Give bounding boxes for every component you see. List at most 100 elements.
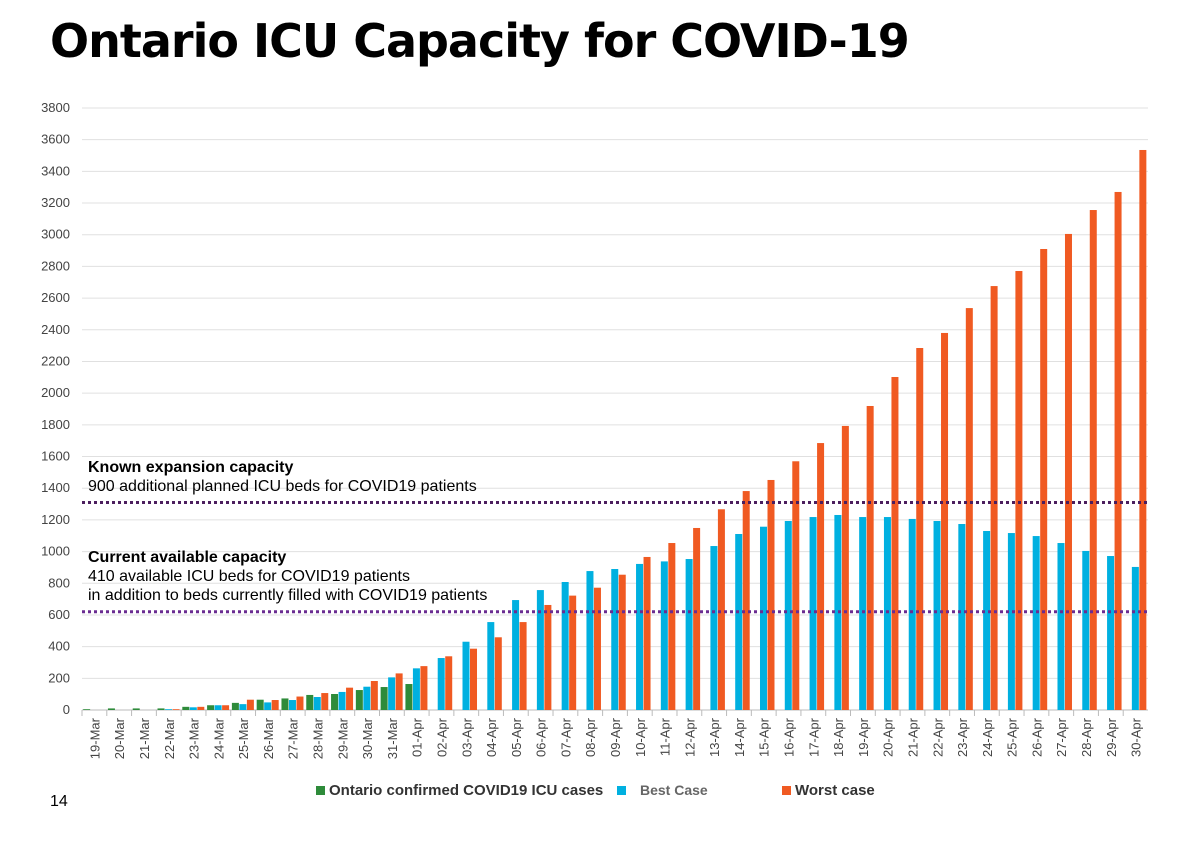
y-tick-label: 3000: [41, 227, 70, 242]
x-tick-label: 03-Apr: [459, 717, 474, 757]
bar-best: [264, 702, 272, 710]
bar-worst: [222, 705, 230, 710]
y-tick-label: 3600: [41, 132, 70, 147]
x-tick-label: 27-Apr: [1054, 717, 1069, 757]
bar-best: [288, 700, 296, 710]
bar-worst: [569, 595, 577, 710]
bar-worst: [941, 332, 949, 710]
bar-confirmed: [380, 687, 388, 710]
bar-confirmed: [306, 694, 314, 710]
bar-worst: [916, 348, 924, 710]
bar-worst: [866, 405, 874, 710]
bar-worst: [990, 286, 998, 710]
bar-best: [908, 518, 916, 710]
bar-best: [487, 622, 495, 710]
x-tick-label: 19-Apr: [856, 717, 871, 757]
x-tick-label: 31-Mar: [385, 717, 400, 759]
bar-best: [412, 668, 420, 710]
y-tick-label: 1600: [41, 449, 70, 464]
bar-best: [735, 533, 743, 710]
x-tick-label: 17-Apr: [806, 717, 821, 757]
x-tick-label: 13-Apr: [707, 717, 722, 757]
y-tick-label: 600: [48, 607, 70, 622]
bar-best: [437, 658, 445, 710]
expansion-label: 900 additional planned ICU beds for COVI…: [88, 478, 477, 495]
bar-worst: [395, 673, 403, 710]
expansion-annotation: Known expansion capacity 900 additional …: [88, 458, 477, 496]
bar-best: [586, 571, 594, 710]
bar-confirmed: [132, 708, 140, 710]
legend-worst: Worst case: [782, 782, 875, 799]
bar-worst: [792, 461, 800, 710]
bar-worst: [965, 308, 973, 710]
bar-best: [958, 524, 966, 710]
page-number: 14: [50, 793, 68, 810]
bar-worst: [742, 491, 750, 710]
bar-best: [660, 561, 668, 710]
bar-worst: [891, 376, 899, 710]
x-tick-label: 25-Apr: [1005, 717, 1020, 757]
bar-confirmed: [207, 705, 215, 710]
bar-best: [1057, 543, 1065, 710]
x-tick-label: 21-Mar: [137, 717, 152, 759]
bar-worst: [445, 656, 453, 710]
x-tick-label: 19-Mar: [87, 717, 102, 759]
legend-confirmed: Ontario confirmed COVID19 ICU cases: [316, 782, 603, 799]
y-tick-label: 2000: [41, 385, 70, 400]
bar-worst: [1040, 248, 1048, 710]
y-tick-label: 2800: [41, 258, 70, 273]
x-tick-label: 24-Apr: [980, 717, 995, 757]
x-tick-label: 06-Apr: [534, 717, 549, 757]
bar-worst: [494, 637, 502, 710]
bar-worst: [197, 706, 205, 710]
bar-worst: [693, 527, 701, 710]
x-tick-label: 26-Mar: [261, 717, 276, 759]
bar-confirmed: [331, 693, 339, 710]
y-tick-label: 2600: [41, 290, 70, 305]
bar-worst: [1089, 210, 1097, 710]
current-label-bold: Current available capacity: [88, 549, 287, 566]
x-tick-label: 30-Mar: [360, 717, 375, 759]
bar-best: [388, 677, 396, 710]
bar-best: [983, 530, 991, 710]
bar-worst: [717, 509, 725, 710]
x-tick-label: 02-Apr: [434, 717, 449, 757]
bar-worst: [618, 574, 626, 710]
bar-best: [363, 686, 371, 710]
x-tick-label: 23-Apr: [955, 717, 970, 757]
bar-worst: [1114, 191, 1122, 711]
y-tick-label: 1800: [41, 417, 70, 432]
y-tick-label: 400: [48, 639, 70, 654]
bar-confirmed: [157, 708, 165, 710]
page-title: Ontario ICU Capacity for COVID-19: [50, 14, 910, 68]
x-tick-label: 23-Mar: [187, 717, 202, 759]
bar-best: [165, 709, 173, 710]
x-tick-label: 20-Mar: [112, 717, 127, 759]
x-tick-label: 01-Apr: [410, 717, 425, 757]
x-tick-label: 29-Mar: [335, 717, 350, 759]
bar-worst: [817, 443, 825, 710]
bar-best: [561, 581, 569, 710]
bar-best: [1107, 556, 1115, 710]
x-tick-label: 25-Mar: [236, 717, 251, 759]
x-tick-label: 04-Apr: [484, 717, 499, 757]
bar-worst: [1064, 233, 1072, 710]
bar-best: [512, 600, 520, 710]
y-tick-label: 3400: [41, 163, 70, 178]
y-tick-label: 1200: [41, 512, 70, 527]
legend-swatch-worst: [782, 786, 791, 795]
bar-best: [883, 517, 891, 710]
bar-confirmed: [182, 706, 190, 710]
bar-confirmed: [281, 698, 289, 710]
y-tick-label: 1400: [41, 480, 70, 495]
bar-best: [1082, 550, 1090, 710]
bar-best: [1032, 536, 1040, 710]
bar-worst: [668, 543, 676, 710]
x-tick-label: 30-Apr: [1129, 717, 1144, 757]
x-tick-label: 24-Mar: [211, 717, 226, 759]
x-tick-label: 15-Apr: [757, 717, 772, 757]
expansion-label-bold: Known expansion capacity: [88, 459, 294, 476]
bar-worst: [321, 693, 329, 710]
bar-best: [1007, 533, 1015, 710]
bar-worst: [370, 681, 378, 710]
